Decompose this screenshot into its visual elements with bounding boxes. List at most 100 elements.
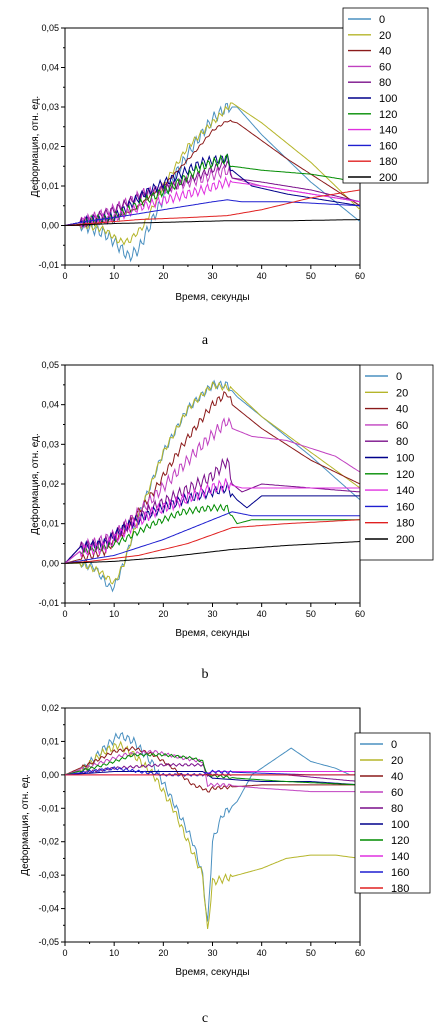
x-tick-label: 30: [207, 948, 217, 958]
y-tick-label: 0,01: [41, 519, 59, 529]
legend-label-120: 120: [379, 109, 397, 121]
x-tick-label: 60: [355, 609, 365, 619]
series-line-60: [65, 416, 360, 564]
series-line-80: [65, 457, 360, 564]
series-line-180: [65, 189, 360, 226]
y-tick-label: 0,02: [41, 479, 59, 489]
series-line-0: [65, 731, 360, 922]
legend: 0 20 40 60 80 100 120 140 160 180 200: [342, 7, 429, 184]
y-tick-label: -0,01: [38, 260, 59, 270]
legend-label-100: 100: [391, 819, 409, 831]
legend-label-40: 40: [379, 46, 391, 58]
legend-label-60: 60: [379, 61, 391, 73]
series-line-0: [65, 102, 360, 263]
plot-frame: [64, 27, 361, 266]
x-tick-label: 20: [158, 609, 168, 619]
x-tick-label: 0: [62, 271, 67, 281]
y-axis-label: Деформация, отн. ед.: [19, 774, 31, 875]
panel-label: a: [202, 333, 209, 348]
y-tick-label: 0,02: [41, 703, 59, 713]
x-tick-label: 60: [355, 948, 365, 958]
legend-label-60: 60: [391, 787, 403, 799]
x-tick-label: 20: [158, 948, 168, 958]
legend-label-120: 120: [396, 469, 414, 481]
series-line-120: [65, 752, 360, 786]
legend-label-100: 100: [396, 453, 414, 465]
x-axis-label: Время, секунды: [175, 628, 249, 639]
y-tick-label: -0,01: [38, 803, 59, 813]
legend-label-80: 80: [396, 436, 408, 448]
legend: 0 20 40 60 80 100 120 140 160 180: [354, 732, 431, 895]
series-line-140: [65, 478, 360, 564]
legend-label-140: 140: [391, 851, 409, 863]
x-tick-label: 0: [62, 609, 67, 619]
legend-label-80: 80: [379, 77, 391, 89]
x-tick-label: 20: [158, 271, 168, 281]
x-tick-label: 50: [306, 609, 316, 619]
x-tick-label: 10: [109, 609, 119, 619]
legend-label-100: 100: [379, 93, 397, 105]
legend-label-120: 120: [391, 835, 409, 847]
chart-b: 0 10 20 30 40 50 60 -0,01 0,00 0,01 0,02 0,03 0,04 0,…: [29, 360, 434, 682]
y-tick-label: 0,04: [41, 400, 59, 410]
y-tick-label: 0,00: [41, 770, 59, 780]
y-tick-label: 0,01: [41, 736, 59, 746]
series-line-20: [65, 381, 360, 585]
legend-label-20: 20: [396, 387, 408, 399]
series-line-80: [65, 159, 360, 226]
series-line-60: [65, 749, 360, 793]
series-line-200: [65, 219, 360, 226]
y-tick-label: 0,03: [41, 102, 59, 112]
x-tick-label: 30: [207, 609, 217, 619]
x-tick-label: 40: [257, 609, 267, 619]
series-line-100: [65, 481, 360, 564]
legend-label-40: 40: [391, 771, 403, 783]
y-tick-label: 0,04: [41, 63, 59, 73]
chart-a: 0 10 20 30 40 50 60 -0,01 0,00 0,01 0,02 0,03 0,04 0,…: [29, 7, 429, 348]
legend-label-180: 180: [379, 156, 397, 168]
y-axis-label: Деформация, отн. ед.: [29, 96, 41, 197]
legend-label-200: 200: [396, 534, 414, 546]
plot-frame: [64, 707, 361, 943]
legend-label-0: 0: [379, 14, 385, 26]
legend-label-160: 160: [391, 867, 409, 879]
y-axis-label: Деформация, отн. ед.: [29, 433, 41, 534]
series-line-180: [65, 519, 360, 564]
legend-label-160: 160: [396, 501, 414, 513]
x-tick-label: 10: [109, 271, 119, 281]
y-tick-label: -0,03: [38, 870, 59, 880]
legend-label-200: 200: [379, 172, 397, 184]
series-line-40: [65, 745, 360, 793]
legend-label-20: 20: [391, 755, 403, 767]
legend-label-140: 140: [379, 125, 397, 137]
y-tick-label: -0,05: [38, 937, 59, 947]
x-tick-label: 60: [355, 271, 365, 281]
x-tick-label: 30: [207, 271, 217, 281]
y-tick-label: 0,05: [41, 360, 59, 370]
x-tick-label: 50: [306, 948, 316, 958]
legend-label-160: 160: [379, 140, 397, 152]
legend-label-0: 0: [391, 739, 397, 751]
x-axis-label: Время, секунды: [175, 967, 249, 978]
y-tick-label: -0,01: [38, 598, 59, 608]
x-axis-label: Время, секунды: [175, 292, 249, 303]
series-line-160: [65, 511, 360, 564]
y-tick-label: 0,01: [41, 181, 59, 191]
series-line-80: [65, 762, 360, 782]
y-tick-label: 0,03: [41, 439, 59, 449]
y-tick-label: 0,00: [41, 558, 59, 568]
legend-label-180: 180: [396, 518, 414, 530]
series-line-0: [65, 379, 360, 593]
legend-box: [342, 7, 429, 184]
legend-label-0: 0: [396, 371, 402, 383]
series-line-160: [65, 199, 360, 226]
legend-label-60: 60: [396, 420, 408, 432]
series-line-120: [65, 153, 360, 227]
series-line-100: [65, 771, 360, 786]
x-tick-label: 0: [62, 948, 67, 958]
legend-box: [359, 364, 434, 561]
series-line-20: [65, 740, 360, 929]
x-tick-label: 40: [257, 948, 267, 958]
legend-label-140: 140: [396, 485, 414, 497]
series-line-200: [65, 541, 360, 564]
